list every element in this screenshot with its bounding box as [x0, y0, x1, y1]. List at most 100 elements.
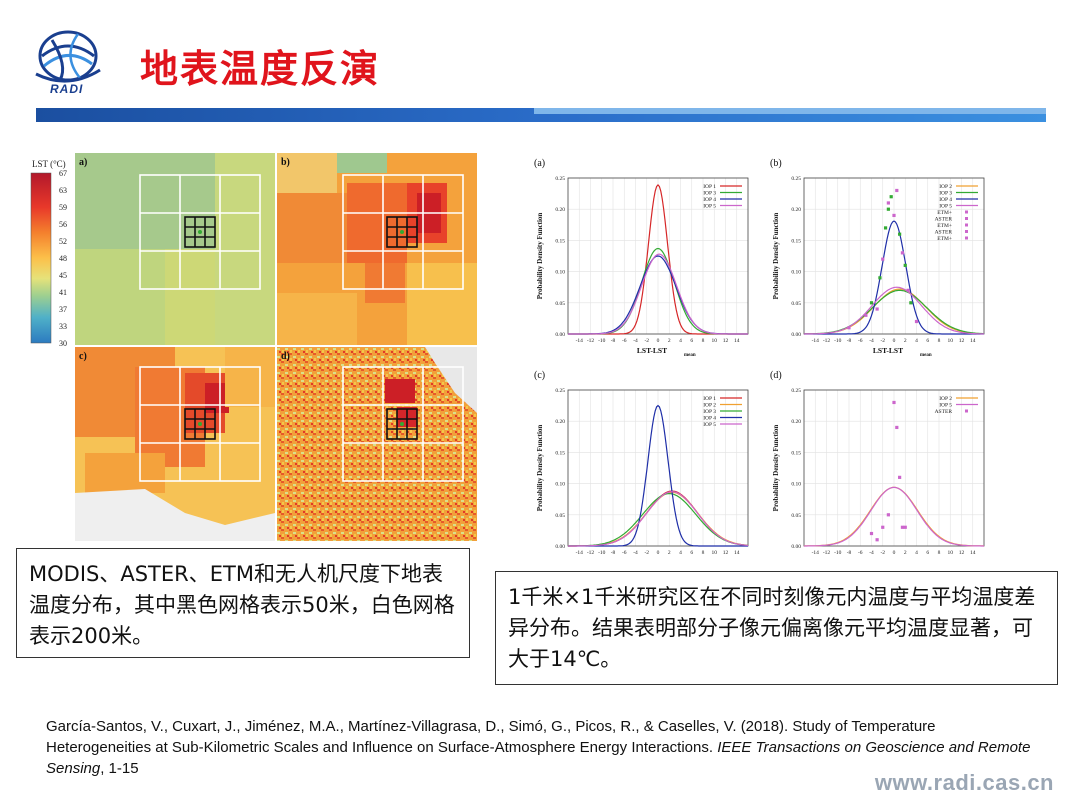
legend-label: IOP 1 — [703, 396, 716, 402]
data-point — [898, 232, 902, 236]
x-tick-label: 14 — [734, 550, 740, 556]
x-tick-label: 14 — [970, 338, 976, 344]
legend-marker — [965, 236, 968, 240]
map-panel-label-a: a) — [79, 157, 87, 168]
x-tick-label: 6 — [926, 550, 929, 556]
x-tick-label: 6 — [690, 550, 693, 556]
series-line — [568, 404, 748, 547]
x-tick-label: -6 — [858, 550, 863, 556]
pdf-plots-figure: -14 -12 -10 -8 -6 -4 -2 0 2 4 6 8 10 12 14 0.00 0.05 0.10… — [534, 158, 985, 560]
x-tick-label: -14 — [812, 550, 820, 556]
y-tick-label: 0.10 — [555, 270, 565, 276]
legend-label: IOP 5 — [939, 204, 952, 210]
pdf-chart-0: -14 -12 -10 -8 -6 -4 -2 0 2 4 6 8 10 12 14 0.00 0.05 0.10… — [534, 158, 749, 358]
chart-panel-label: (d) — [770, 370, 782, 381]
data-point — [895, 425, 899, 430]
data-point — [886, 201, 890, 205]
y-tick-label: 0.15 — [555, 238, 565, 244]
legend-label: IOP 3 — [703, 409, 716, 415]
x-tick-label: 10 — [712, 338, 718, 344]
x-tick-label: 4 — [679, 550, 682, 556]
colorbar-tick-label: 63 — [59, 186, 67, 195]
reference-journal: IEEE Transactions on Geoscience and Remo… — [46, 739, 1031, 777]
y-tick-label: 0.20 — [555, 419, 565, 425]
map-panel-label-c: c) — [79, 351, 87, 362]
pdf-chart-1: -14 -12 -10 -8 -6 -4 -2 0 2 4 6 8 10 12 14 0.00 0.05 0.10… — [770, 158, 985, 358]
y-tick-label: 0.25 — [791, 176, 801, 182]
series-line — [568, 253, 748, 335]
legend-label: IOP 5 — [703, 422, 716, 428]
plot-frame — [567, 389, 749, 547]
data-point — [864, 313, 868, 317]
data-point — [895, 188, 899, 193]
y-axis-label: Probability Density Function — [536, 425, 544, 512]
colorbar-tick-label: 52 — [59, 237, 67, 246]
plot-frame — [567, 177, 749, 335]
legend-label: IOP 5 — [703, 204, 716, 210]
x-tick-label: -6 — [858, 338, 863, 344]
y-axis-label: Probability Density Function — [772, 425, 780, 512]
x-tick-label: -4 — [633, 338, 638, 344]
data-point — [898, 475, 902, 479]
x-tick-label: 6 — [926, 338, 929, 344]
x-tick-label: -8 — [847, 550, 852, 556]
y-tick-label: 0.25 — [555, 176, 565, 182]
y-tick-label: 0.20 — [555, 207, 565, 213]
x-axis-label: LST-LST — [637, 346, 667, 355]
data-point — [875, 307, 879, 311]
y-tick-label: 0.15 — [791, 450, 801, 456]
x-tick-label: 4 — [915, 550, 918, 556]
slide-title: 地表温度反演 — [140, 47, 381, 91]
x-tick-label: -10 — [834, 550, 842, 556]
legend-label: ASTER — [935, 217, 953, 223]
legend-marker — [965, 230, 968, 233]
x-tick-label: -14 — [576, 550, 584, 556]
x-tick-label: 0 — [657, 550, 660, 556]
x-tick-label: 14 — [970, 550, 976, 556]
legend-label: IOP 2 — [939, 184, 952, 190]
y-tick-label: 0.25 — [555, 388, 565, 394]
x-tick-label: -8 — [847, 338, 852, 344]
legend-label: ETM+ — [937, 223, 952, 229]
data-point — [903, 525, 907, 529]
x-tick-label: -10 — [834, 338, 842, 344]
y-tick-label: 0.20 — [791, 419, 801, 425]
data-point — [883, 226, 888, 230]
x-tick-label: 0 — [893, 550, 896, 556]
legend-label: IOP 2 — [939, 396, 952, 402]
reference-citation: García-Santos, V., Cuxart, J., Jiménez, … — [46, 716, 1036, 779]
legend-label: IOP 4 — [703, 197, 716, 203]
caption-pdf-plots: 1千米×1千米研究区在不同时刻像元内温度与平均温度差异分布。结果表明部分子像元偏… — [495, 571, 1058, 685]
y-tick-label: 0.25 — [791, 388, 801, 394]
y-tick-label: 0.20 — [791, 207, 801, 213]
y-tick-label: 0.00 — [555, 544, 565, 550]
data-point — [903, 263, 907, 267]
x-tick-label: 12 — [959, 338, 965, 344]
x-tick-label: -12 — [587, 338, 595, 344]
chart-panel-label: (b) — [770, 158, 782, 169]
x-tick-label: 6 — [690, 338, 693, 344]
y-tick-label: 0.05 — [555, 301, 565, 307]
y-tick-label: 0.10 — [791, 482, 801, 488]
x-tick-label: 8 — [702, 550, 705, 556]
data-point — [892, 400, 896, 405]
x-tick-label: -14 — [812, 338, 820, 344]
title-bar-highlight — [534, 108, 1046, 114]
x-tick-label: 2 — [904, 338, 907, 344]
x-tick-label: 2 — [904, 550, 907, 556]
y-tick-label: 0.00 — [791, 332, 801, 338]
data-point — [892, 213, 896, 218]
radi-logo-icon — [35, 30, 101, 83]
colorbar-tick-label: 37 — [59, 305, 67, 314]
colorbar-tick-label: 30 — [59, 339, 67, 348]
map-panel-label-d: d) — [281, 351, 290, 362]
data-point — [889, 195, 893, 199]
x-tick-label: -2 — [644, 550, 649, 556]
x-tick-label: 14 — [734, 338, 740, 344]
chart-panel-label: (a) — [534, 158, 545, 169]
x-tick-label: 2 — [668, 338, 671, 344]
y-tick-label: 0.05 — [791, 513, 801, 519]
x-tick-label: 12 — [723, 338, 729, 344]
data-point — [914, 319, 919, 324]
x-tick-label: 0 — [657, 338, 660, 344]
